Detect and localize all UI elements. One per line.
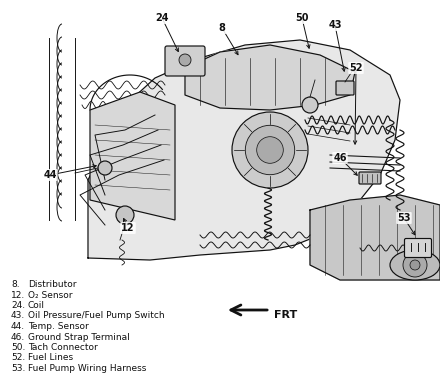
Text: Oil Pressure/Fuel Pump Switch: Oil Pressure/Fuel Pump Switch	[28, 312, 165, 320]
Text: Tach Connector: Tach Connector	[28, 343, 98, 352]
Circle shape	[98, 161, 112, 175]
Ellipse shape	[390, 250, 440, 280]
Text: 43: 43	[328, 20, 342, 30]
FancyBboxPatch shape	[165, 46, 205, 76]
Circle shape	[403, 253, 427, 277]
Text: 52: 52	[349, 63, 363, 73]
Text: 50.: 50.	[11, 343, 26, 352]
Text: 53: 53	[397, 213, 411, 223]
Circle shape	[302, 97, 318, 113]
Polygon shape	[310, 195, 440, 280]
FancyBboxPatch shape	[359, 172, 381, 184]
Text: Temp. Sensor: Temp. Sensor	[28, 322, 89, 331]
Circle shape	[257, 137, 283, 163]
Circle shape	[179, 54, 191, 66]
Text: Ground Strap Terminal: Ground Strap Terminal	[28, 333, 130, 341]
Text: 8: 8	[219, 23, 225, 33]
Text: 53.: 53.	[11, 364, 26, 373]
Polygon shape	[88, 40, 400, 260]
Polygon shape	[90, 92, 175, 220]
Text: 46.: 46.	[11, 333, 25, 341]
Circle shape	[245, 125, 295, 175]
Circle shape	[410, 260, 420, 270]
Text: 44: 44	[43, 170, 57, 180]
Text: Distributor: Distributor	[28, 280, 77, 289]
Text: 52.: 52.	[11, 354, 25, 362]
Text: Fuel Lines: Fuel Lines	[28, 354, 73, 362]
Text: 24.: 24.	[11, 301, 25, 310]
Circle shape	[116, 206, 134, 224]
Circle shape	[232, 112, 308, 188]
Text: 12.: 12.	[11, 290, 25, 299]
Text: 8.: 8.	[11, 280, 20, 289]
Text: 24: 24	[155, 13, 169, 23]
Text: 50: 50	[295, 13, 309, 23]
FancyBboxPatch shape	[336, 81, 354, 95]
Polygon shape	[185, 45, 355, 110]
Text: Coil: Coil	[28, 301, 45, 310]
Text: 44.: 44.	[11, 322, 25, 331]
Text: FRT: FRT	[274, 310, 297, 320]
Text: 12: 12	[121, 223, 135, 233]
Text: 46: 46	[333, 153, 347, 163]
Text: O₂ Sensor: O₂ Sensor	[28, 290, 73, 299]
FancyBboxPatch shape	[404, 239, 432, 258]
Text: Fuel Pump Wiring Harness: Fuel Pump Wiring Harness	[28, 364, 147, 373]
Text: 43.: 43.	[11, 312, 25, 320]
